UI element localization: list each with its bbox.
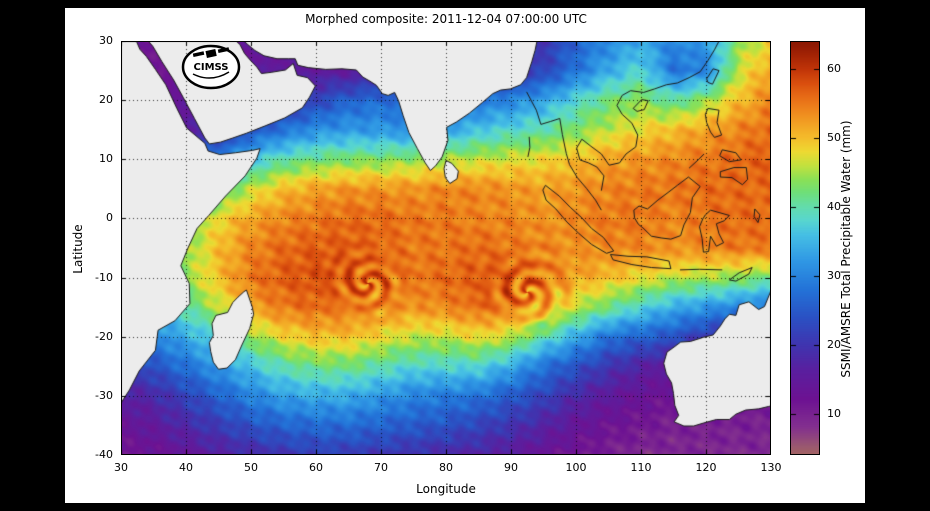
y-tick-label: 20 — [99, 93, 113, 107]
satellite-icon — [192, 47, 230, 58]
colorbar-tick-label: 50 — [827, 130, 841, 144]
logo-text: CIMSS — [194, 62, 229, 73]
x-tick-label: 30 — [114, 461, 128, 474]
tpw-map-canvas — [121, 41, 771, 455]
y-tick-label: -10 — [95, 270, 113, 284]
x-tick-label: 60 — [309, 461, 323, 474]
y-tick-label: -30 — [95, 388, 113, 402]
x-tick-label: 40 — [179, 461, 193, 474]
x-tick-label: 120 — [695, 461, 717, 474]
x-tick-label: 110 — [630, 461, 652, 474]
x-axis-label: Longitude — [416, 482, 476, 496]
logo-arc — [192, 71, 230, 79]
colorbar-tick-label: 10 — [827, 406, 841, 420]
colorbar-tick-label: 60 — [827, 61, 841, 75]
x-tick-label: 100 — [565, 461, 587, 474]
figure-background: Morphed composite: 2011-12-04 07:00:00 U… — [65, 8, 865, 503]
x-tick-label: 50 — [244, 461, 258, 474]
x-tick-label: 80 — [439, 461, 453, 474]
x-tick-label: 70 — [374, 461, 388, 474]
x-tick-label: 130 — [760, 461, 782, 474]
cimss-logo: CIMSS — [181, 44, 241, 90]
colorbar-tick-label: 40 — [827, 199, 841, 213]
colorbar-canvas — [790, 41, 820, 455]
y-tick-label: 30 — [99, 34, 113, 47]
y-tick-label: -40 — [95, 448, 113, 461]
plot-title: Morphed composite: 2011-12-04 07:00:00 U… — [305, 12, 587, 26]
y-tick-label: 0 — [106, 211, 113, 225]
logo-ellipse — [181, 44, 241, 90]
y-tick-label: -20 — [95, 329, 113, 343]
y-tick-label: 10 — [99, 152, 113, 166]
colorbar-tick-label: 30 — [827, 268, 841, 282]
x-tick-label: 90 — [504, 461, 518, 474]
colorbar-tick-label: 20 — [827, 337, 841, 351]
